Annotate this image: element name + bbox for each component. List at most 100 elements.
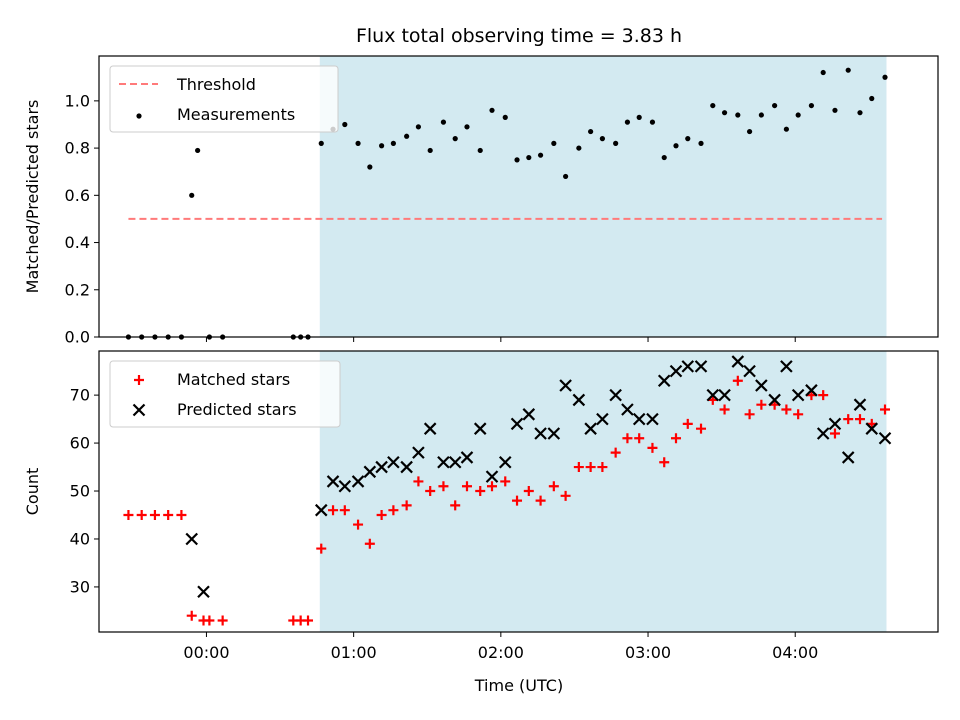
top-legend: Threshold Measurements [109,65,339,133]
matched-stars-point [186,610,197,621]
top-legend-box [109,65,339,133]
matched-stars-point [647,442,658,453]
measurement-point [698,140,704,146]
predicted-stars-point [669,364,683,378]
matched-stars-point [475,486,486,497]
predicted-stars-point [596,412,609,426]
measurement-point [502,114,508,120]
y-tick-label: 50 [70,482,90,501]
matched-stars-point [634,433,645,444]
measurement-point [415,124,422,130]
y-tick-label: 0.4 [65,233,90,252]
bottom-y-axis-label: Count [23,468,42,516]
predicted-stars-point [694,360,708,373]
measurement-point [576,145,582,151]
matched-stars-point [560,490,571,501]
y-tick-label: 0.2 [65,280,90,299]
measurement-point [195,147,201,154]
matched-stars-point [163,509,174,520]
measurement-point [636,114,642,120]
y-tick-label: 1.0 [65,91,90,110]
predicted-stars-point [632,412,646,426]
measurement-point [721,110,728,116]
measurement-point [599,136,606,142]
bottom-legend: Matched stars Predicted stars [109,360,341,428]
matched-stars-point [843,414,854,425]
measurement-point [588,128,594,135]
x-tick-label: 02:00 [478,643,524,662]
top-y-axis-label: Matched/Predicted stars [23,100,42,294]
measurement-point [649,119,656,125]
predicted-stars-point [572,393,586,407]
predicted-stars-point [584,422,597,435]
predicted-stars-point [878,431,892,445]
predicted-stars-point [816,427,830,440]
matched-stars-point [512,495,523,506]
predicted-stars-point [621,403,634,416]
measurement-point [857,110,863,116]
matched-stars-point [425,486,436,497]
matched-stars-point [756,399,767,410]
measurement-point [563,173,569,180]
predicted-stars-point [375,460,388,474]
measurement-point [808,102,815,109]
y-tick-label: 70 [70,386,90,405]
observing-window-shade [319,351,887,632]
chart-title: Flux total observing time = 3.83 h [356,25,682,47]
top-panel-frame [98,55,939,338]
matched-stars-point [744,409,755,420]
measurement-point [526,154,532,161]
predicted-stars-point [755,379,768,392]
predicted-stars-point [498,455,512,469]
measurement-point [685,136,691,142]
matched-stars-point [316,543,327,554]
predicted-stars-point [437,455,450,469]
measurement-point [820,69,826,76]
measurement-point [189,192,195,198]
measurement-point [355,140,361,146]
matched-stars-point [682,418,693,429]
matched-legend-marker [134,375,144,385]
matched-stars-point [376,509,387,520]
measurement-point [832,107,838,113]
predicted-stars-point [681,360,695,373]
measurements-legend-marker [136,113,142,119]
measurement-point [390,140,396,146]
predicted-stars-point [828,417,842,431]
matched-stars-point [217,615,228,626]
measurement-point [477,147,483,154]
matched-stars-point [622,433,633,444]
predicted-stars-point [448,455,462,469]
matched-stars-point [487,481,498,492]
measurement-point [624,119,631,125]
measurement-point [342,121,348,128]
predicted-stars-point [853,398,867,411]
predicted-stars-point [363,465,377,479]
predicted-stars-point [400,460,413,474]
matched-stars-point [781,404,792,415]
measurement-point [795,112,801,118]
measurements-legend-label: Measurements [177,105,295,124]
predicted-stars-point [197,585,210,598]
measurement-point [882,74,888,80]
measurement-point [537,152,544,158]
predicted-stars-point [423,422,437,435]
predicted-stars-point [609,388,622,402]
predicted-stars-point [841,451,855,464]
measurement-point [464,124,470,130]
threshold-legend-label: Threshold [176,75,256,94]
predicted-stars-point [534,427,547,440]
observing-window-shade [319,56,887,337]
matched-stars-point [732,375,743,386]
predicted-legend-label: Predicted stars [177,400,297,419]
predicted-stars-point [706,388,720,402]
measurement-point [379,143,385,149]
measurement-point [551,140,557,146]
matched-stars-point [610,447,621,458]
matched-stars-point [548,481,559,492]
predicted-stars-point [559,379,572,392]
measurement-point [318,140,324,146]
y-tick-label: 0.0 [65,328,90,347]
measurement-point [514,157,520,163]
matched-stars-point [719,404,730,415]
